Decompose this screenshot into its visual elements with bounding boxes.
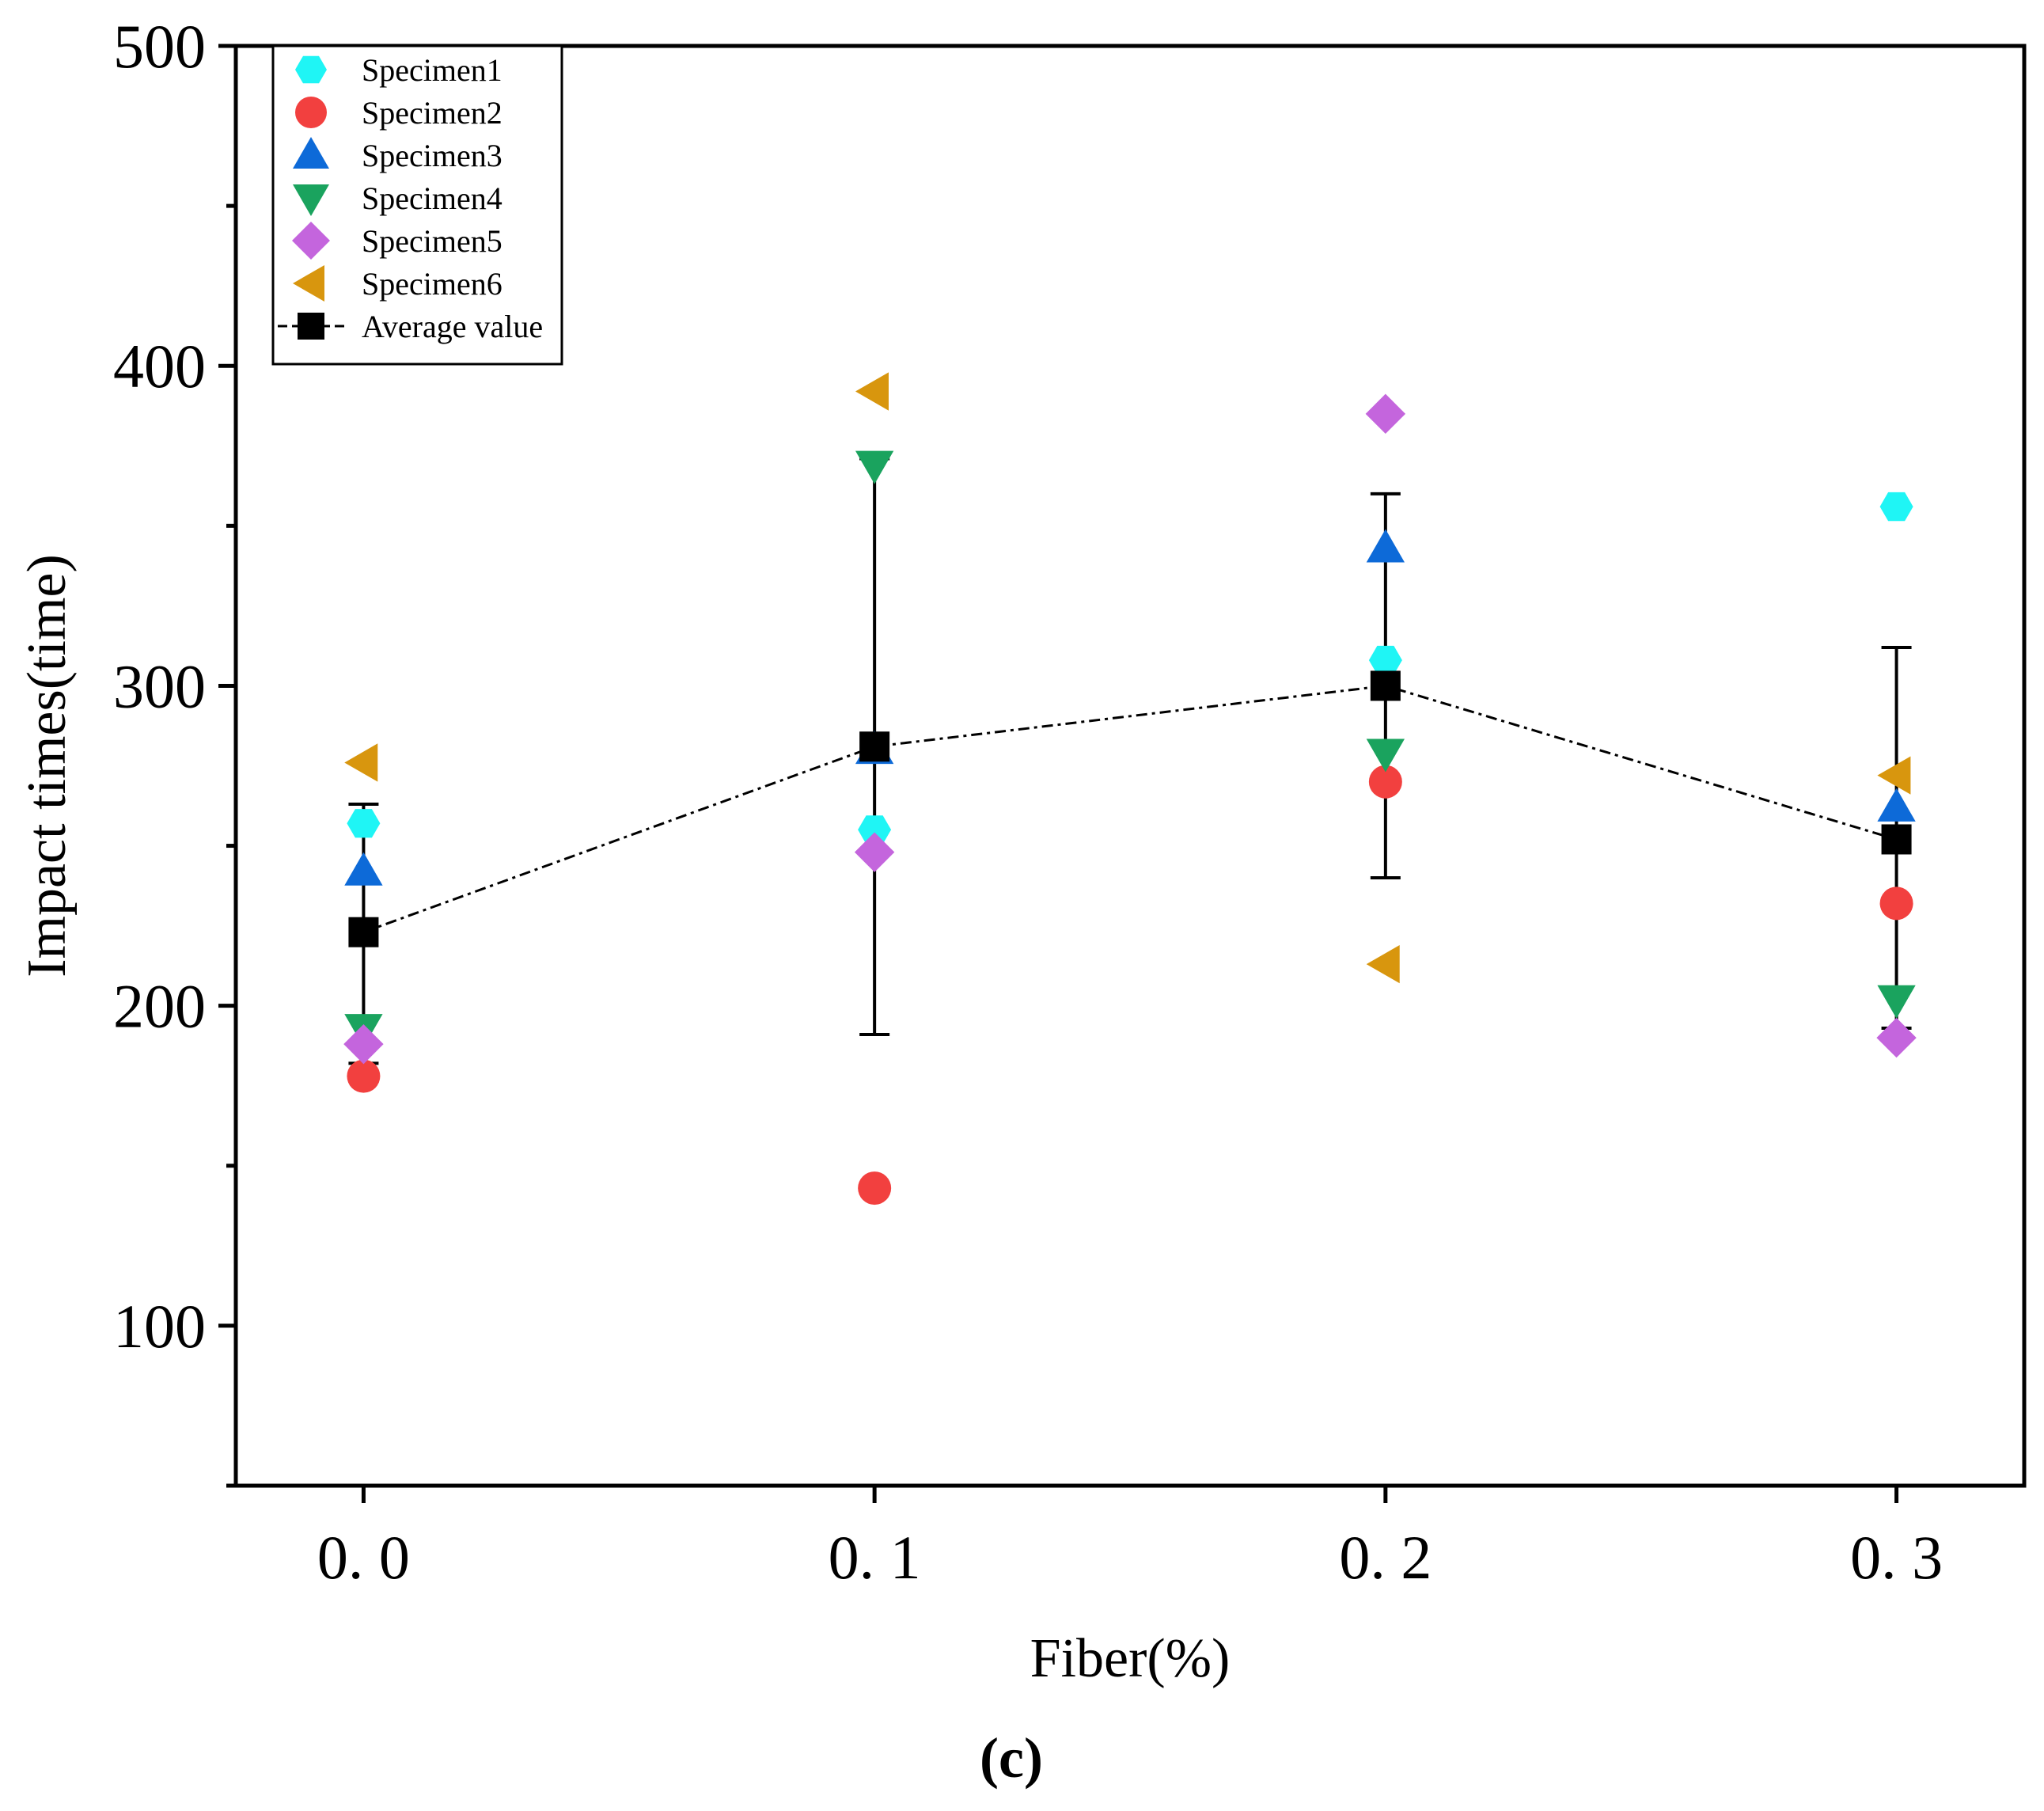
x-tick-label: 0. 3	[1850, 1523, 1943, 1592]
legend-label: Specimen3	[362, 138, 502, 173]
y-tick-label: 300	[113, 651, 206, 720]
point-specimen5	[1365, 393, 1406, 435]
y-tick-label: 100	[113, 1292, 206, 1361]
y-tick-label: 200	[113, 972, 206, 1041]
point-specimen5	[854, 832, 895, 872]
point-average	[859, 731, 890, 762]
legend-marker	[295, 55, 327, 84]
legend-label: Specimen5	[362, 223, 502, 259]
point-average	[348, 917, 379, 947]
average-line	[362, 684, 1898, 934]
axes: 100 200 300 400 500 0. 0 0. 1 0. 2 0. 3	[113, 12, 1943, 1592]
legend-marker	[292, 222, 330, 260]
x-axis-title: Fiber(%)	[1030, 1628, 1231, 1689]
y-axis-title: Impact times(time)	[17, 554, 78, 978]
legend-label: Specimen4	[362, 180, 502, 216]
point-specimen3	[344, 852, 383, 886]
point-specimen3	[1366, 529, 1405, 563]
point-specimen1	[858, 815, 892, 845]
x-tick-label: 0. 0	[317, 1523, 410, 1592]
legend-marker	[298, 313, 324, 340]
point-specimen4	[855, 450, 894, 484]
point-specimen1	[1879, 492, 1913, 522]
point-specimen2	[347, 1059, 381, 1093]
legend-label: Average value	[362, 309, 543, 344]
legend-marker	[293, 137, 329, 169]
legend-marker	[295, 97, 327, 128]
average-line-group	[362, 684, 1898, 934]
legend-marker	[293, 265, 324, 302]
legend: Specimen1 Specimen2 Specimen3 Specimen4 Spec…	[271, 44, 563, 366]
legend-label: Specimen6	[362, 266, 502, 302]
point-specimen2	[1879, 887, 1913, 921]
legend-box	[271, 44, 563, 366]
point-average	[1881, 824, 1912, 855]
point-specimen6	[1366, 944, 1400, 984]
x-tick-label: 0. 2	[1339, 1523, 1432, 1592]
point-specimen2	[1368, 765, 1402, 799]
point-specimen6	[855, 372, 889, 411]
y-tick-label: 400	[113, 332, 206, 401]
x-tick-label: 0. 1	[829, 1523, 921, 1592]
point-specimen2	[858, 1171, 892, 1205]
point-specimen6	[1877, 756, 1911, 795]
point-specimen1	[1368, 645, 1402, 675]
point-specimen5	[343, 1023, 384, 1065]
panel-label: (c)	[980, 1726, 1043, 1790]
point-average	[1370, 670, 1401, 701]
point-specimen1	[347, 809, 381, 838]
point-specimen6	[344, 743, 378, 782]
y-tick-label: 500	[113, 12, 206, 81]
point-specimen4	[1366, 738, 1405, 773]
point-specimen5	[1876, 1017, 1917, 1058]
average-points	[348, 670, 1912, 947]
point-specimen4	[1877, 985, 1916, 1019]
legend-marker	[293, 184, 329, 216]
legend-label: Specimen2	[362, 95, 502, 131]
plot-frame	[233, 44, 2027, 1488]
point-specimen3	[1877, 788, 1916, 822]
legend-label: Specimen1	[362, 52, 502, 88]
